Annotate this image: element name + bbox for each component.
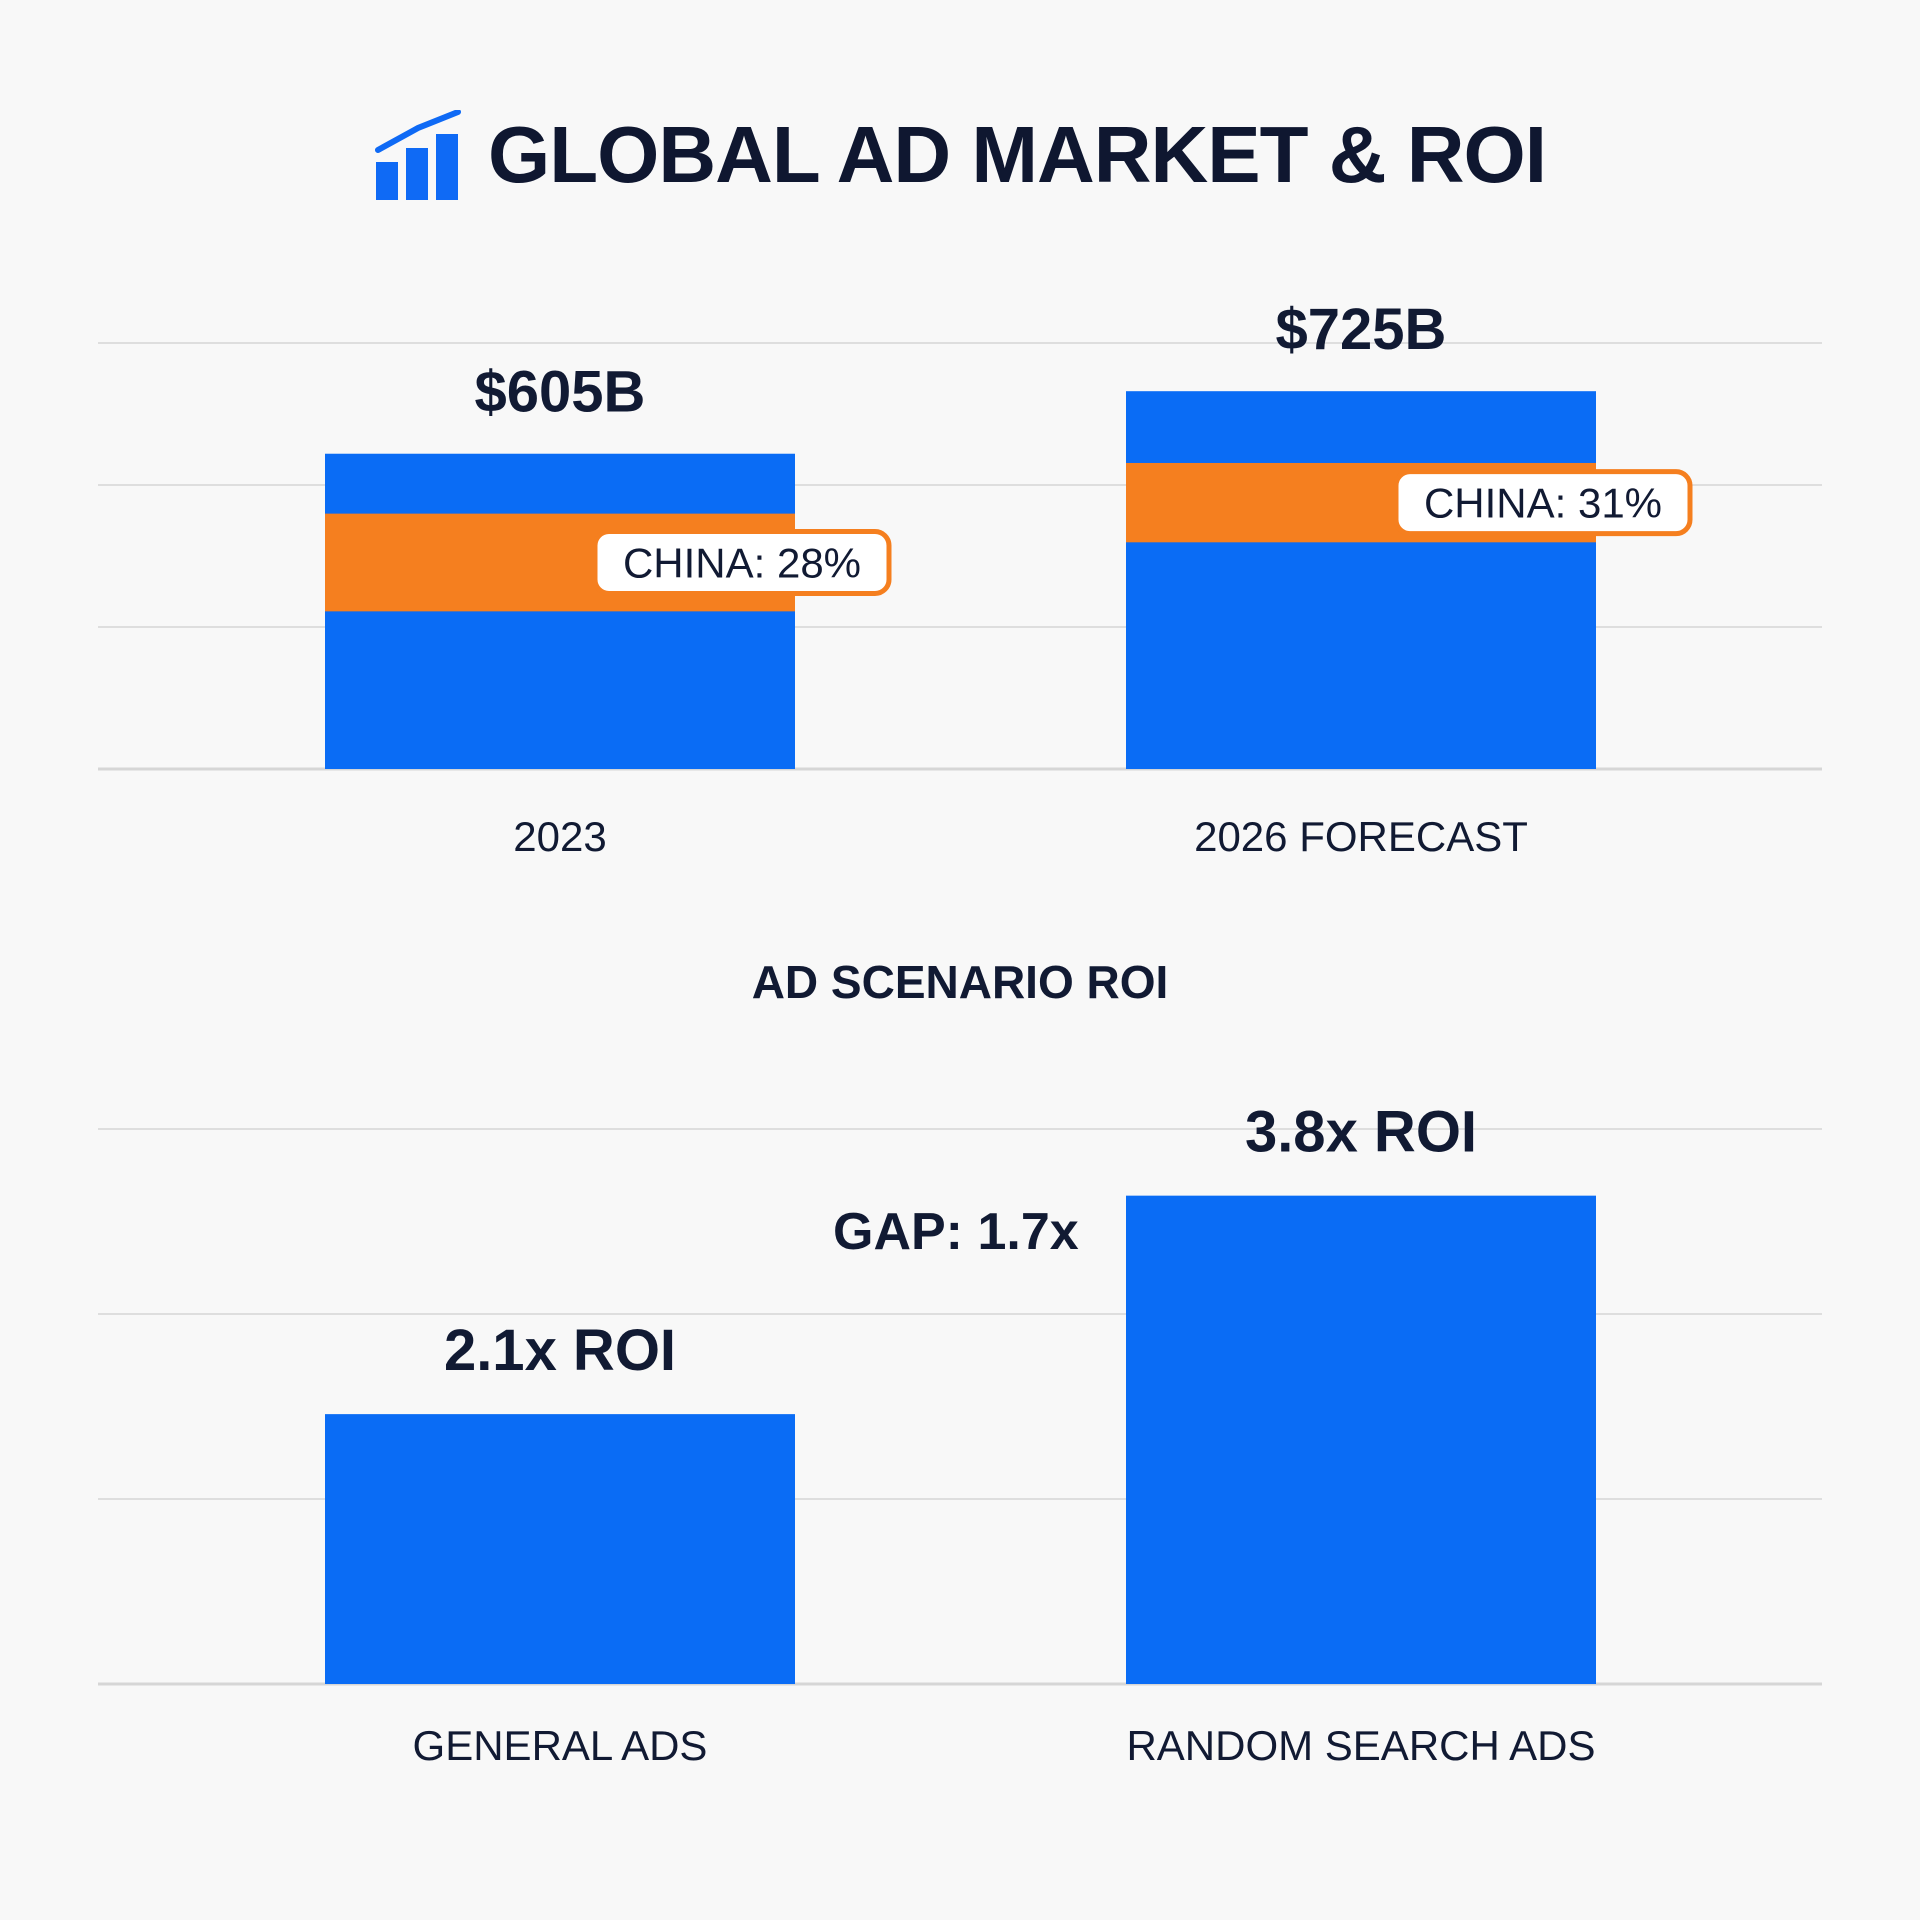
category-label: RANDOM SEARCH ADS <box>1126 1722 1595 1769</box>
category-label: 2026 FORECAST <box>1194 813 1528 860</box>
roi-chart: 2.1x ROI GENERAL ADS 3.8x ROI RANDOM SEARCH… <box>98 1100 1822 1769</box>
gap-annotation: GAP: 1.7x <box>833 1203 1079 1261</box>
section-title: AD SCENARIO ROI <box>751 956 1169 1008</box>
bar-2026-forecast <box>1126 391 1596 769</box>
bar-value-label: 3.8x ROI <box>1245 1100 1477 1165</box>
category-label: GENERAL ADS <box>413 1722 708 1769</box>
bar-random-search-ads <box>1126 1195 1596 1684</box>
bar-value-label: 2.1x ROI <box>444 1318 676 1383</box>
header: GLOBAL AD MARKET & ROI <box>0 90 1920 220</box>
bar-general-ads <box>325 1414 795 1684</box>
category-label: 2023 <box>513 813 606 860</box>
page-title: GLOBAL AD MARKET & ROI <box>488 110 1547 199</box>
china-callout-box <box>1393 469 1693 537</box>
bar-value-label: $605B <box>475 360 646 425</box>
china-callout-box <box>592 528 892 596</box>
market-size-chart: CHINA: 28% $605B 2023 CHINA: 31% $725B 2026 F… <box>98 300 1822 860</box>
bar-chart-trend-icon <box>375 110 462 200</box>
china-callout-label: CHINA: 28% <box>623 539 861 586</box>
bar-value-label: $725B <box>1276 300 1447 362</box>
china-callout-label: CHINA: 31% <box>1424 480 1662 527</box>
